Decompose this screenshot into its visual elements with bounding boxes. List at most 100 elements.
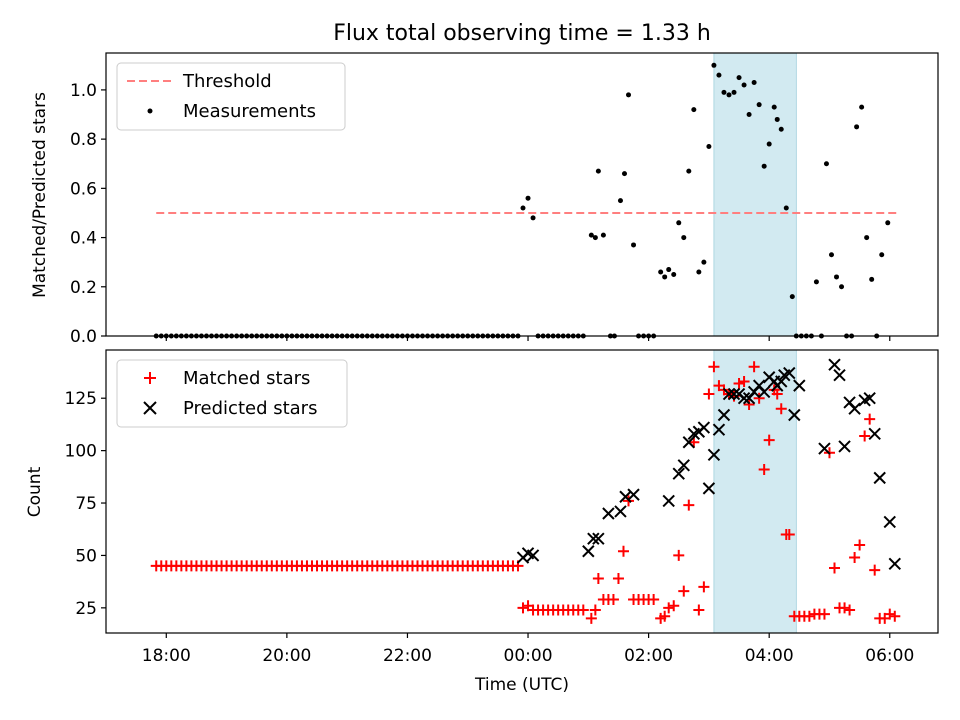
bottom-y-axis-label: Count [25,466,45,517]
measurement-point [631,242,637,248]
bottom-xtick-label: 04:00 [745,646,794,666]
matched-star-marker [617,545,629,557]
measurement-point [789,294,795,300]
predicted-star-marker [702,482,716,495]
matched-star-marker [683,499,695,511]
bottom-xtick-label: 22:00 [383,646,432,666]
top-ytick-label: 0.6 [70,179,97,199]
predicted-star-marker [627,488,640,501]
bottom-ytick-label: 125 [65,389,97,409]
top-legend: Threshold Measurements [116,62,346,131]
matched-star-marker [517,602,529,614]
bottom-xtick-label: 02:00 [624,646,673,666]
bottom-xtick-label: 06:00 [865,646,914,666]
bottom-ytick-label: 25 [75,599,97,619]
predicted-star-marker [793,379,806,392]
matched-star-marker [738,375,750,387]
matched-star-marker [854,539,866,551]
measurement-point [869,276,875,282]
matched-star-marker [607,593,619,605]
measurement-point [658,269,664,275]
measurement-point [716,72,722,78]
legend-predicted-swatch [143,401,157,415]
measurement-point [746,112,752,118]
predicted-star-marker [697,421,711,434]
top-legend-box [116,62,346,131]
matched-star-marker [771,388,783,400]
matched-star-marker [659,610,671,622]
matched-star-marker [663,602,675,614]
bottom-panel: 25 50 75 100 125 18:00 20:00 22:00 00:00 02:00 04… [25,349,939,695]
matched-star-marker [673,549,685,561]
shaded-observing-interval [713,349,797,634]
predicted-star-marker [662,494,675,508]
measurement-point [671,271,677,277]
matched-star-marker [859,430,871,442]
legend-measurements-label: Measurements [183,101,316,122]
matched-star-marker [889,610,901,622]
matched-star-marker [753,392,765,404]
measurement-point [676,220,682,226]
matched-star-marker [668,600,680,612]
measurement-point [525,195,531,201]
matched-star-marker [703,388,715,400]
bottom-ytick-label: 75 [75,494,97,514]
matched-star-marker [577,604,589,616]
x-axis-label: Time (UTC) [474,675,569,695]
matched-star-marker [803,610,815,622]
predicted-star-marker [677,459,690,472]
measurement-point [686,168,692,174]
measurement-point [879,252,885,258]
measurement-point [741,82,747,88]
measurement-point [696,269,702,275]
measurement-point [761,163,767,169]
legend-measurements-swatch [147,108,153,114]
measurement-point [617,198,623,204]
predicted-star-marker [614,505,627,518]
predicted-star-marker [863,392,876,405]
top-ytick-label: 0.8 [70,130,97,150]
top-ytick-label: 0.0 [70,327,97,347]
bottom-ytick-label: 100 [65,442,97,462]
matched-star-marker [839,602,851,614]
measurement-point [854,124,860,130]
predicted-star-marker [526,549,540,562]
predicted-star-marker [788,408,801,422]
matched-star-marker [783,528,795,540]
predicted-star-marker [727,387,741,401]
matched-star-marker [864,413,876,425]
predicted-star-marker [582,545,595,558]
predicted-star-marker [838,440,851,453]
measurement-point [600,232,606,238]
measurement-point [834,274,840,280]
measurement-point [666,267,672,273]
bottom-ytick-label: 50 [75,546,97,566]
predicted-star-marker [873,471,886,485]
measurement-point [766,141,772,147]
predicted-star-marker [783,366,796,380]
measurement-point [828,252,834,258]
bottom-xtick-label: 18:00 [142,646,191,666]
top-panel: 0.0 0.2 0.4 0.6 0.8 1.0 Matched/Predicted sta… [30,52,939,347]
bottom-legend: Matched stars Predicted stars [116,359,348,428]
matched-star-marker [592,572,604,584]
predicted-star-marker [672,467,685,480]
predicted-star-marker [602,507,615,520]
measurement-point [783,205,789,211]
measurement-point [864,235,870,241]
measurement-point [721,89,727,95]
predicted-star-marker [818,442,831,455]
top-ytick-label: 1.0 [70,81,97,101]
measurement-point [771,104,777,110]
measurement-point [681,235,687,241]
predicted-star-marker [888,557,901,571]
predicted-star-marker [848,402,861,415]
matched-star-marker [743,399,755,411]
matched-star-marker [708,361,720,373]
predicted-star-marker [868,427,881,441]
top-axes-frame [105,52,939,337]
predicted-star-marker [833,368,846,382]
measurement-point [885,220,891,226]
bottom-xtick-label: 20:00 [262,646,311,666]
